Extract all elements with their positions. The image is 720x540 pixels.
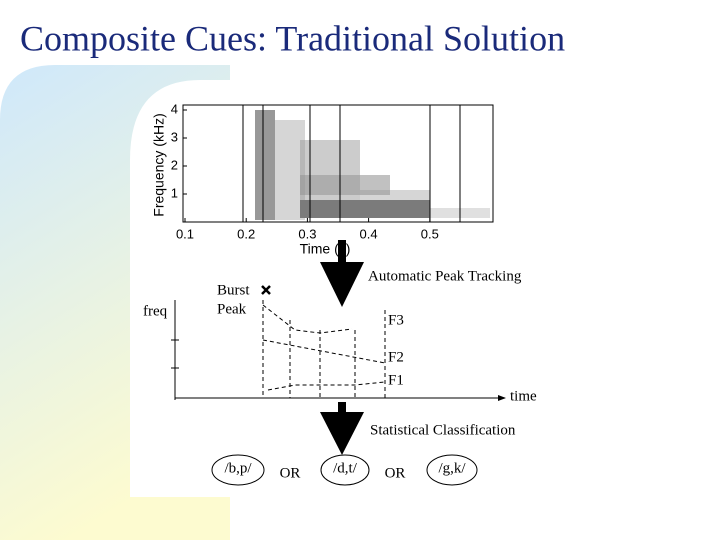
x-tick-label: 0.5 [421, 226, 439, 241]
arrow-shaft [338, 402, 346, 414]
burst-label: Burst [217, 282, 250, 298]
x-tick-label: 0.2 [237, 226, 255, 241]
y-tick-label: 3 [171, 129, 178, 144]
x-tick-label: 0.3 [298, 226, 316, 241]
y-tick-label: 2 [171, 157, 178, 172]
y-axis-label: Frequency (kHz) [151, 113, 167, 216]
outcome: /d,t/ [333, 460, 358, 476]
peak-label: Peak [217, 301, 247, 317]
arrow-head [320, 262, 364, 307]
y-tick-label: 1 [171, 185, 178, 200]
outcome-ovals [211, 454, 478, 486]
x-tick-label: 0.4 [360, 226, 378, 241]
outcome: OR [385, 465, 406, 481]
formant-label: F3 [388, 312, 404, 328]
arrow-head [320, 412, 364, 455]
formant-diagram [171, 285, 506, 401]
y-axis-label: freq [143, 303, 168, 319]
segment-lines [242, 105, 461, 222]
spectrogram: Frequency (kHz) Time (s) 1 2 3 4 0.1 0.2 0.3 0.… [151, 101, 494, 257]
x-tick-label: 0.1 [176, 226, 194, 241]
outcome: OR [280, 465, 301, 481]
formant-label: F2 [388, 349, 404, 365]
formant-label: F1 [388, 372, 404, 388]
y-tick-label: 4 [171, 101, 178, 116]
step-label: Statistical Classification [370, 422, 516, 438]
x-axis-label: time [510, 388, 537, 404]
outcome: /g,k/ [438, 460, 466, 476]
outcome: /b,p/ [224, 460, 252, 476]
slide-title: Composite Cues: Traditional Solution [20, 18, 565, 58]
step-label: Automatic Peak Tracking [368, 268, 522, 284]
arrow-shaft [338, 240, 346, 264]
x-axis-label: Time (s) [300, 241, 351, 257]
